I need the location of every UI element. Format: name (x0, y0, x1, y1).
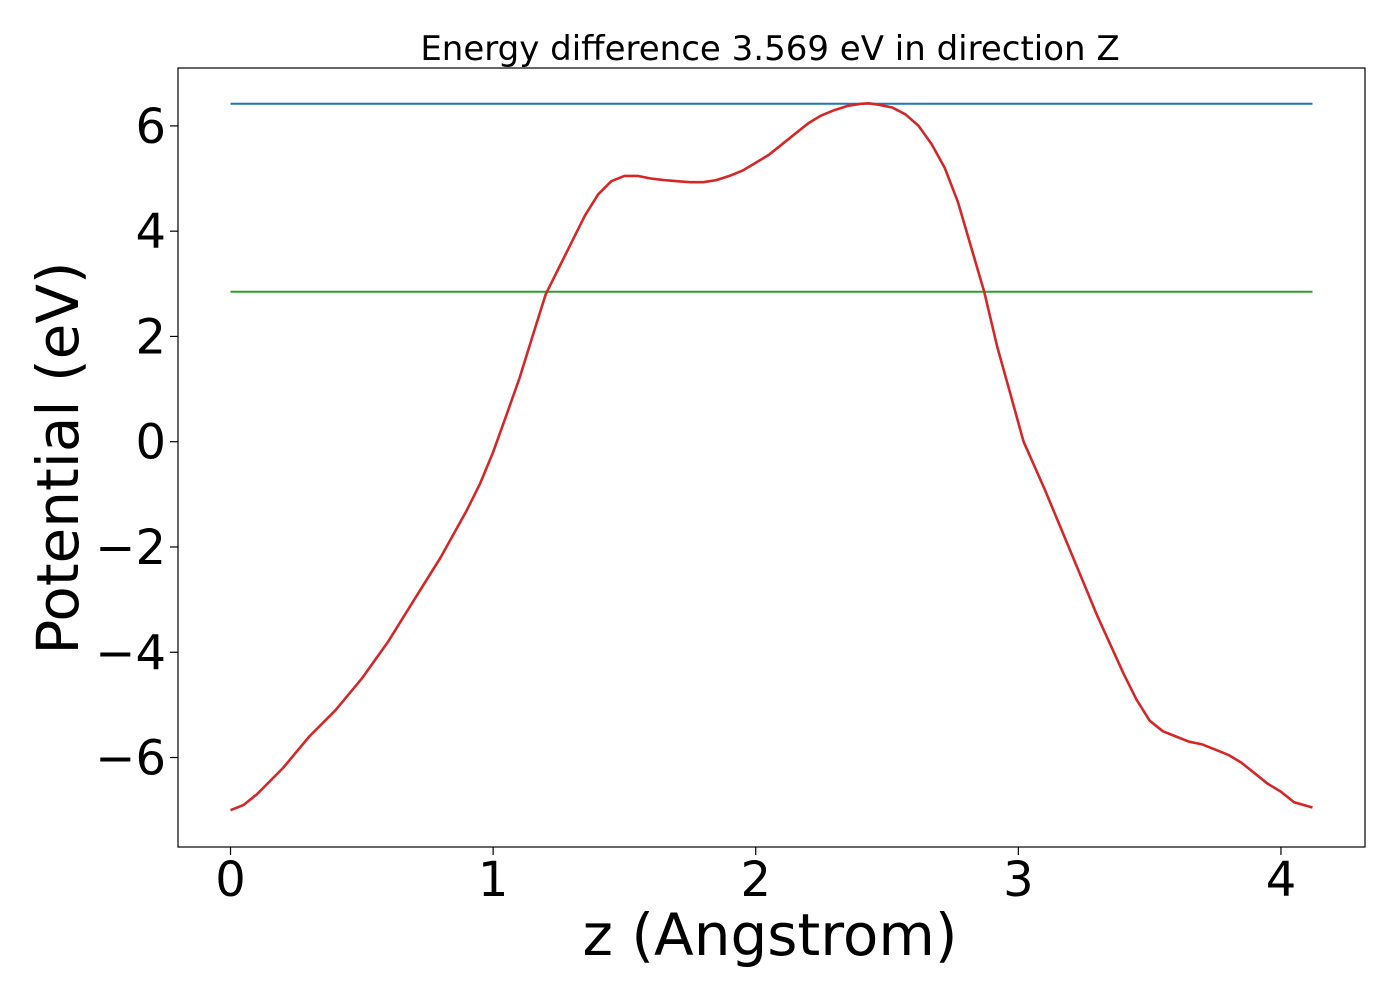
x-tick-label: 2 (740, 852, 771, 908)
y-axis-label: Potential (eV) (24, 261, 92, 654)
y-tick-label: −6 (95, 731, 166, 787)
y-tick-label: 2 (135, 309, 166, 365)
y-tick-label: 4 (135, 204, 166, 260)
y-tick-label: −2 (95, 520, 166, 576)
x-tick-label: 4 (1266, 852, 1297, 908)
chart-title: Energy difference 3.569 eV in direction … (420, 29, 1119, 69)
x-tick-label: 3 (1003, 852, 1034, 908)
x-tick-label: 1 (478, 852, 509, 908)
series-line-2 (230, 102, 1313, 812)
plot-lines (230, 102, 1313, 812)
y-tick-label: 6 (135, 99, 166, 155)
y-tick-label: −4 (95, 625, 166, 681)
y-tick-label: 0 (135, 415, 166, 471)
x-axis-label: z (Angstrom) (583, 901, 958, 969)
x-axis-ticks: 0 1 2 3 4 (215, 847, 1296, 908)
y-axis-ticks: −6 −4 −2 0 2 4 6 (95, 99, 178, 787)
plot-frame (177, 67, 1366, 848)
x-tick-label: 0 (215, 852, 246, 908)
